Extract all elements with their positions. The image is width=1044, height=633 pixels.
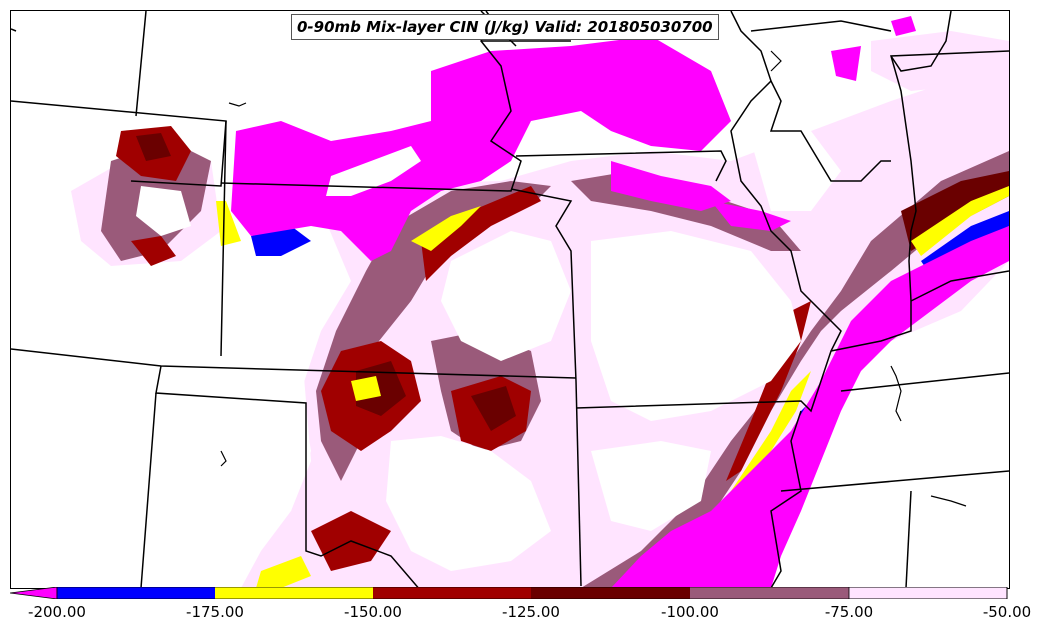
water-outlines [220, 50, 967, 507]
colorbar-bin-blue [57, 587, 215, 599]
colorbar-tick-label: -150.00 [344, 603, 402, 621]
colorbar-tick-label: -50.00 [982, 603, 1032, 621]
colorbar-tick-label: -200.00 [28, 603, 86, 621]
colorbar-tick-label: -100.00 [661, 603, 719, 621]
colorbar-tick-label: -75.00 [824, 603, 874, 621]
colorbar-tick-label: -125.00 [502, 603, 560, 621]
colorbar-tick-label: -175.00 [186, 603, 244, 621]
cin-field-white-pockets [136, 131, 841, 571]
map-title: 0-90mb Mix-layer CIN (J/kg) Valid: 20180… [291, 14, 719, 40]
colorbar-bin-yellow [215, 587, 373, 599]
colorbar-bin-light-pink [848, 587, 1008, 599]
map-panel [10, 10, 1010, 589]
colorbar-bin-dark-red [373, 587, 531, 599]
colorbar-extend-arrow [10, 587, 58, 599]
colorbar [10, 587, 1008, 599]
colorbar-bin-maroon [531, 587, 690, 599]
colorbar-bin-mauve [690, 587, 849, 599]
cin-map [11, 11, 1009, 588]
